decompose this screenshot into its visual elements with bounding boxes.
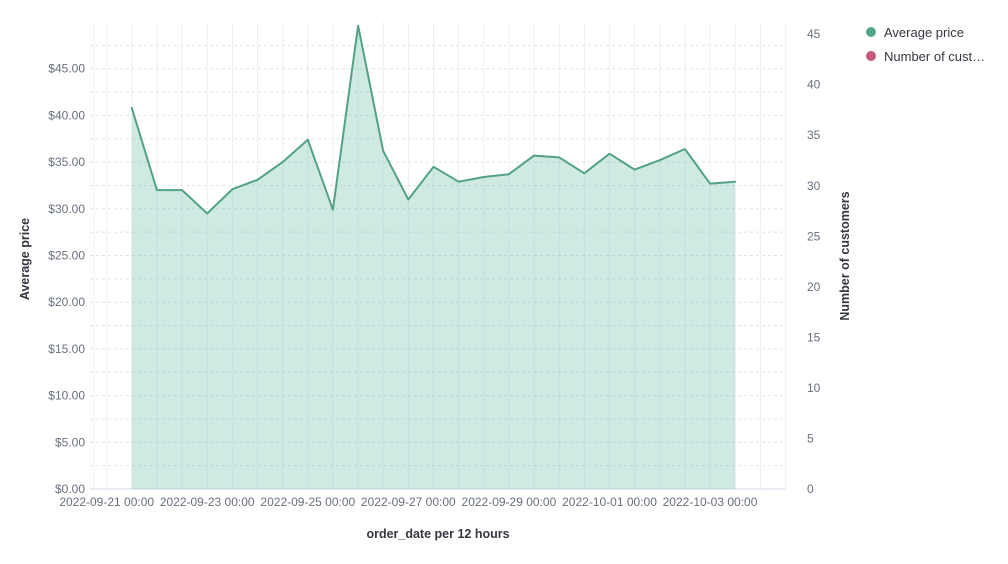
y-left-tick-label: $35.00 bbox=[48, 155, 85, 169]
x-axis-title: order_date per 12 hours bbox=[366, 527, 510, 541]
legend: Average price Number of cust… bbox=[866, 21, 985, 67]
y-right-tick-label: 25 bbox=[807, 229, 821, 243]
y-right-tick-label: 45 bbox=[807, 27, 821, 41]
x-tick-label: 2022-10-03 00:00 bbox=[663, 495, 758, 509]
x-tick-label: 2022-09-23 00:00 bbox=[160, 495, 255, 509]
y-right-tick-label: 5 bbox=[807, 432, 814, 446]
area-series-0 bbox=[131, 25, 736, 489]
y-left-tick-label: $20.00 bbox=[48, 295, 85, 309]
y-left-tick-label: $0.00 bbox=[55, 482, 85, 496]
y-right-tick-label: 10 bbox=[807, 381, 821, 395]
y-right-tick-label: 20 bbox=[807, 280, 821, 294]
y-left-tick-label: $40.00 bbox=[48, 108, 85, 122]
y-right-tick-label: 15 bbox=[807, 330, 821, 344]
legend-label-average-price: Average price bbox=[884, 24, 964, 40]
axis-tick-labels: $0.00 $5.00 $10.00 $15.00 $20.00 $25.00 $30.00… bbox=[48, 27, 820, 509]
horizontal-gridlines bbox=[90, 44, 786, 490]
y-left-tick-label: $45.00 bbox=[48, 62, 85, 76]
legend-item-average-price[interactable]: Average price bbox=[866, 21, 985, 43]
legend-swatch-average-price-icon bbox=[866, 27, 876, 37]
legend-label-number-of-customers: Number of cust… bbox=[884, 48, 986, 64]
x-tick-label: 2022-09-25 00:00 bbox=[260, 495, 355, 509]
line-series-0 bbox=[130, 24, 737, 215]
x-tick-label: 2022-09-21 00:00 bbox=[59, 495, 154, 509]
y-right-tick-label: 30 bbox=[807, 179, 821, 193]
y-right-tick-label: 35 bbox=[807, 128, 821, 142]
x-tick-label: 2022-10-01 00:00 bbox=[562, 495, 657, 509]
legend-swatch-number-of-customers-icon bbox=[866, 51, 876, 61]
x-tick-label: 2022-09-29 00:00 bbox=[462, 495, 557, 509]
y-left-tick-label: $15.00 bbox=[48, 342, 85, 356]
y-left-tick-label: $5.00 bbox=[55, 435, 85, 449]
y-right-tick-label: 40 bbox=[807, 78, 821, 92]
legend-item-number-of-customers[interactable]: Number of cust… bbox=[866, 45, 985, 67]
y-left-tick-label: $25.00 bbox=[48, 249, 85, 263]
y-right-tick-label: 0 bbox=[807, 482, 814, 496]
x-tick-label: 2022-09-27 00:00 bbox=[361, 495, 456, 509]
y-axis-title-right: Number of customers bbox=[838, 191, 852, 321]
y-axis-title-left: Average price bbox=[18, 217, 32, 301]
y-left-tick-label: $30.00 bbox=[48, 202, 85, 216]
y-left-tick-label: $10.00 bbox=[48, 389, 85, 403]
